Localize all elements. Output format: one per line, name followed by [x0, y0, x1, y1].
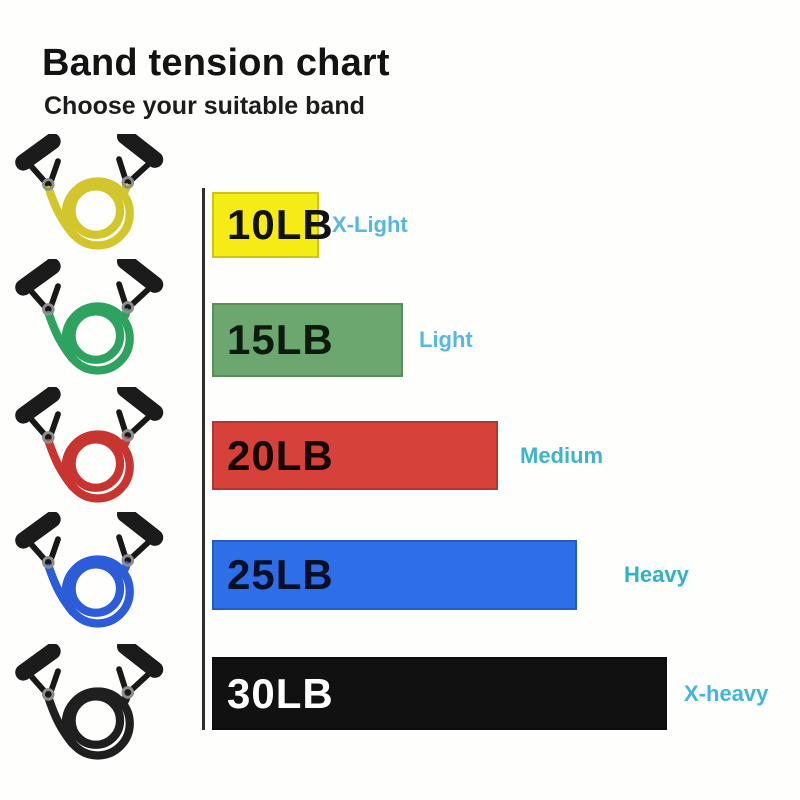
- bar-10lb: 10LB: [212, 192, 333, 258]
- bar-category-label: Medium: [520, 442, 604, 468]
- resistance-band-yellow-icon: [4, 134, 176, 260]
- resistance-band-blue-icon: [4, 512, 176, 638]
- bar-value-label: 30LB: [227, 669, 334, 717]
- bar-value-label: 25LB: [227, 551, 334, 598]
- bar-category-label: Light: [419, 327, 473, 352]
- band-photo-black: [4, 644, 176, 770]
- bar-value-label: 10LB: [227, 201, 334, 248]
- bar-value-label: 15LB: [227, 316, 334, 363]
- band-photo-blue: [4, 512, 176, 638]
- page-subtitle: Choose your suitable band: [44, 92, 365, 120]
- bar-category-label: X-heavy: [684, 680, 769, 706]
- bar-25lb: 25LB: [212, 540, 577, 610]
- resistance-band-red-icon: [4, 387, 176, 513]
- chart-row-25lb: 25LB Heavy: [212, 540, 689, 610]
- band-photo-yellow: [4, 134, 176, 260]
- page-title: Band tension chart: [42, 42, 390, 84]
- resistance-band-black-icon: [4, 644, 176, 770]
- resistance-band-green-icon: [4, 259, 176, 385]
- chart-row-15lb: 15LB Light: [212, 303, 473, 377]
- bar-value-label: 20LB: [227, 431, 334, 479]
- chart-axis-line: [202, 188, 205, 730]
- band-photo-green: [4, 259, 176, 385]
- bar-category-label: Heavy: [624, 562, 689, 587]
- bar-30lb: 30LB: [212, 657, 667, 730]
- bar-category-label: X-Light: [332, 212, 408, 237]
- bar-20lb: 20LB: [212, 421, 498, 490]
- chart-row-20lb: 20LB Medium: [212, 421, 603, 490]
- chart-row-30lb: 30LB X-heavy: [212, 657, 768, 730]
- chart-row-10lb: 10LB X-Light: [212, 192, 408, 258]
- bar-15lb: 15LB: [212, 303, 403, 377]
- band-photo-red: [4, 387, 176, 513]
